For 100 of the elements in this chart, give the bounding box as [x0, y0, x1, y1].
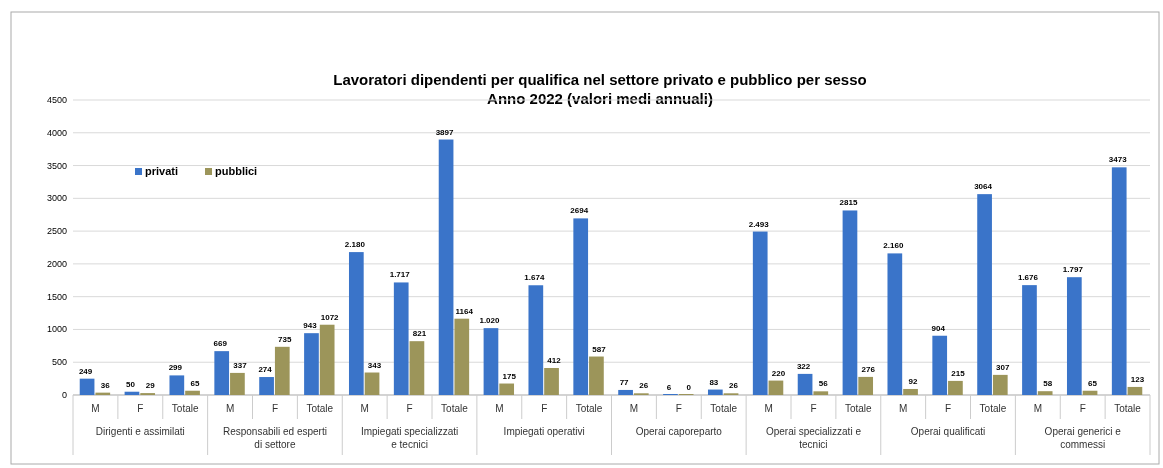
x-tick-label: F: [541, 403, 548, 414]
data-label: 249: [78, 366, 93, 376]
chart-subtitle: Anno 2022 (valori medi annuali): [487, 90, 713, 107]
x-tick-label: F: [271, 403, 278, 414]
bar: [274, 346, 290, 395]
data-label: 343: [367, 360, 382, 370]
bar: [259, 377, 274, 395]
bar: [813, 391, 829, 395]
data-label: 77: [619, 377, 630, 387]
data-label: 307: [996, 362, 1011, 372]
x-tick-label: F: [406, 403, 413, 414]
y-tick-label: 1000: [46, 324, 67, 335]
bar: [573, 218, 589, 395]
y-tick-label: 3000: [46, 193, 67, 204]
bar: [364, 372, 380, 395]
bar: [977, 194, 992, 395]
y-tick-label: 2500: [46, 226, 67, 237]
text: Impiegati operativi: [503, 426, 585, 437]
bar: [319, 324, 335, 395]
x-tick-label: M: [629, 403, 639, 414]
y-tick-label: 0: [61, 390, 67, 400]
data-label: 587: [592, 344, 607, 354]
data-label: 943: [303, 321, 318, 331]
data-label: 669: [213, 339, 228, 349]
data-label: 56: [818, 379, 829, 389]
bar: [1111, 167, 1127, 395]
x-tick-label: Totale: [979, 403, 1007, 414]
bar: [409, 341, 425, 395]
bar: [797, 373, 813, 395]
data-label: 175: [502, 371, 517, 381]
data-label: 821: [412, 329, 427, 339]
data-label: 1164: [455, 306, 474, 316]
bar: [932, 335, 948, 395]
data-label: 50: [126, 379, 136, 389]
x-tick-label: M: [91, 403, 100, 414]
data-label: 274: [258, 365, 273, 375]
data-label: 3897: [435, 127, 455, 137]
bar: [1037, 391, 1053, 395]
x-tick-label: Totale: [306, 403, 334, 414]
bar: [948, 380, 963, 395]
x-tick-label: M: [899, 403, 908, 414]
bar: [768, 380, 784, 395]
x-tick-label: F: [945, 403, 952, 414]
data-label: 58: [1043, 379, 1053, 389]
data-label: 1.717: [389, 270, 411, 280]
bar: [707, 389, 723, 395]
data-label: 1.797: [1062, 265, 1084, 275]
data-label: 29: [145, 381, 156, 391]
bar: [454, 318, 470, 395]
data-label: 1.676: [1017, 273, 1039, 283]
bar: [304, 333, 319, 395]
data-label: 215: [951, 368, 966, 378]
data-label: 92: [908, 376, 919, 386]
bar: [544, 367, 559, 395]
bar: [992, 374, 1008, 395]
bar: [185, 390, 200, 395]
text: Responsabili ed esperti di settore: [222, 426, 327, 450]
data-label: 65: [1088, 378, 1098, 388]
x-tick-label: Totale: [171, 403, 199, 414]
chart-title: Lavoratori dipendenti per qualifica nel settore privato e pubblico per sesso: [333, 71, 867, 88]
y-tick-label: 4000: [46, 127, 67, 138]
text: Impiegati specializzati e tecnici: [360, 426, 459, 450]
bar: [483, 328, 499, 395]
data-label: 0: [686, 383, 692, 392]
text: Operai caporeparto: [635, 426, 723, 437]
data-label: 83: [709, 377, 719, 387]
y-tick-label: 1500: [46, 291, 67, 302]
y-tick-label: 2000: [46, 258, 67, 269]
data-label: 735: [278, 334, 293, 344]
bar: [393, 282, 409, 395]
data-label: 2694: [570, 206, 589, 216]
x-tick-label: F: [137, 403, 144, 414]
bar: [1066, 277, 1082, 395]
text: Operai specializzati e tecnici: [765, 426, 862, 450]
data-label: 2.180: [344, 240, 366, 250]
text: Operai generici e commessi: [1044, 426, 1122, 450]
data-label: 2.160: [883, 241, 904, 251]
x-tick-label: F: [810, 403, 817, 414]
y-tick-label: 3500: [46, 160, 67, 171]
bar: [348, 252, 364, 395]
bar: [214, 351, 230, 395]
bar: [903, 388, 918, 395]
x-tick-label: Totale: [844, 403, 873, 414]
data-label: 26: [729, 381, 739, 391]
x-tick-label: F: [675, 403, 682, 414]
x-tick-label: Totale: [710, 403, 738, 414]
text: Operai qualificati: [910, 426, 986, 437]
legend-label: privati: [145, 165, 179, 177]
data-label: 65: [190, 378, 201, 388]
data-label: 2.493: [748, 219, 770, 229]
x-tick-label: Totale: [441, 403, 469, 414]
bar: [752, 231, 768, 395]
text: Dirigenti e assimilati: [95, 426, 185, 437]
bar: [589, 356, 604, 395]
data-label: 299: [168, 363, 183, 373]
bar: [169, 375, 185, 395]
bar: [618, 389, 633, 395]
data-label: 26: [639, 381, 649, 391]
data-label: 1.674: [524, 273, 545, 283]
data-label: 322: [796, 361, 811, 371]
